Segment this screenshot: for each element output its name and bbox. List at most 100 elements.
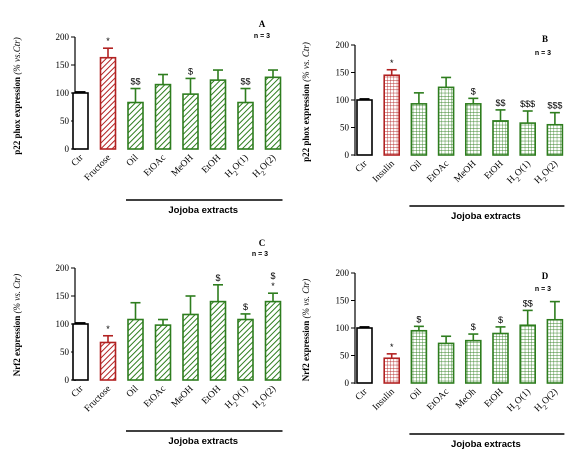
x-tick-label: Insulin bbox=[371, 159, 397, 185]
y-tick-label: 0 bbox=[65, 375, 70, 385]
bar bbox=[182, 313, 199, 381]
y-tick-label: 150 bbox=[336, 296, 350, 306]
panel-letter: B bbox=[542, 34, 548, 44]
y-tick-label: 50 bbox=[340, 351, 350, 361]
x-tick-label: MeOH bbox=[453, 159, 479, 185]
bar bbox=[519, 324, 537, 384]
y-tick-label: 0 bbox=[65, 144, 70, 154]
significance-label: * bbox=[390, 342, 394, 352]
x-tick-label: MeOH bbox=[170, 384, 196, 410]
panel-a: 0 50 100 150 200 p22 phox expression (% vs.Ct… bbox=[12, 19, 283, 216]
x-tick-label: H2O(2) bbox=[250, 383, 280, 413]
bar bbox=[492, 332, 509, 384]
bar bbox=[264, 300, 282, 381]
y-tick-label: 150 bbox=[56, 60, 70, 70]
bar bbox=[72, 323, 89, 381]
bar bbox=[127, 101, 144, 150]
bar bbox=[492, 120, 509, 156]
x-tick-label: Ctr bbox=[354, 386, 370, 402]
y-tick-label: 50 bbox=[340, 123, 350, 133]
bar bbox=[410, 329, 428, 384]
bar bbox=[410, 103, 428, 156]
x-tick-label: H2O(2) bbox=[532, 158, 562, 188]
significance-label: $ bbox=[215, 273, 220, 283]
significance-label: $$$ bbox=[520, 99, 535, 109]
significance-label: * bbox=[271, 281, 275, 291]
bar bbox=[72, 92, 89, 150]
y-tick-label: 50 bbox=[60, 116, 70, 126]
bar bbox=[464, 103, 482, 156]
group-label: Jojoba extracts bbox=[168, 436, 238, 447]
x-tick-label: EtOAc bbox=[142, 153, 168, 179]
bar bbox=[99, 341, 117, 381]
y-tick-label: 200 bbox=[56, 32, 70, 42]
bar bbox=[99, 56, 117, 150]
significance-label: * bbox=[106, 324, 110, 334]
significance-label: $ bbox=[188, 66, 193, 76]
bar bbox=[546, 318, 564, 384]
bar bbox=[209, 300, 227, 381]
x-tick-label: Ctr bbox=[70, 152, 86, 168]
bar bbox=[209, 79, 227, 150]
y-axis-label: p22 phox expression (% vs.Ctr) bbox=[12, 37, 22, 155]
x-tick-label: Ctr bbox=[354, 158, 370, 174]
x-tick-label: H2O(1) bbox=[223, 383, 253, 413]
bar bbox=[182, 93, 199, 150]
group-label: Jojoba extracts bbox=[451, 439, 521, 450]
x-tick-label: Fructose bbox=[83, 384, 113, 414]
y-tick-label: 200 bbox=[56, 263, 70, 273]
significance-label: * bbox=[106, 36, 110, 46]
group-label: Jojoba extracts bbox=[451, 211, 521, 222]
x-tick-label: Ctr bbox=[70, 383, 86, 399]
bar bbox=[437, 86, 455, 156]
x-tick-label: Insulin bbox=[371, 387, 397, 413]
panel-b: 0 50 100 150 200 p22 phox expression (% vs. C… bbox=[301, 34, 565, 222]
n-label: n = 3 bbox=[252, 251, 268, 258]
x-tick-label: EtOH bbox=[483, 159, 506, 182]
y-axis-label: Nrf2 expression (% vs. Ctr) bbox=[12, 274, 22, 377]
significance-label: $$ bbox=[495, 98, 505, 108]
bar bbox=[356, 99, 373, 156]
x-tick-label: EtOAc bbox=[425, 387, 451, 413]
y-tick-label: 150 bbox=[56, 291, 70, 301]
bar bbox=[464, 339, 482, 384]
x-tick-label: EtOH bbox=[200, 153, 223, 176]
panel-d: 0 50 100 150 200 Nrf2 expression (% vs. Ctr) D… bbox=[301, 268, 565, 450]
x-tick-label: Oil bbox=[408, 159, 424, 175]
significance-label: $$ bbox=[240, 77, 250, 87]
significance-label: $ bbox=[416, 314, 421, 324]
x-tick-label: EtOH bbox=[483, 387, 506, 410]
group-label: Jojoba extracts bbox=[168, 205, 238, 216]
y-tick-label: 100 bbox=[56, 88, 70, 98]
x-tick-label: H2O(1) bbox=[223, 152, 253, 182]
bar bbox=[383, 74, 401, 156]
y-axis-label: p22 phox expression (% vs. Ctr) bbox=[301, 42, 311, 162]
y-tick-label: 150 bbox=[336, 68, 350, 78]
significance-label: $$ bbox=[130, 77, 140, 87]
n-label: n = 3 bbox=[535, 286, 551, 293]
y-tick-label: 100 bbox=[336, 95, 350, 105]
significance-label: * bbox=[390, 58, 394, 68]
bar bbox=[154, 324, 172, 381]
significance-label: $ bbox=[471, 86, 476, 96]
x-tick-label: Oil bbox=[408, 387, 424, 403]
bar bbox=[127, 318, 144, 381]
x-tick-label: Oil bbox=[125, 153, 141, 169]
x-tick-label: EtOAc bbox=[142, 384, 168, 410]
y-tick-label: 100 bbox=[56, 319, 70, 329]
y-tick-label: 100 bbox=[336, 323, 350, 333]
bar bbox=[383, 357, 401, 384]
y-tick-label: 50 bbox=[60, 347, 70, 357]
panel-c: 0 50 100 150 200 Nrf2 expression (% vs. Ctr) C… bbox=[12, 238, 283, 447]
x-tick-label: H2O(2) bbox=[250, 152, 280, 182]
x-tick-label: H2O(1) bbox=[505, 158, 535, 188]
significance-label: $$$ bbox=[547, 101, 562, 111]
y-tick-label: 0 bbox=[345, 378, 350, 388]
x-tick-label: H2O(2) bbox=[532, 386, 562, 416]
panel-letter: C bbox=[259, 238, 266, 248]
bar bbox=[154, 83, 172, 150]
panel-letter: A bbox=[259, 19, 266, 29]
bar bbox=[356, 327, 373, 384]
n-label: n = 3 bbox=[535, 50, 551, 57]
